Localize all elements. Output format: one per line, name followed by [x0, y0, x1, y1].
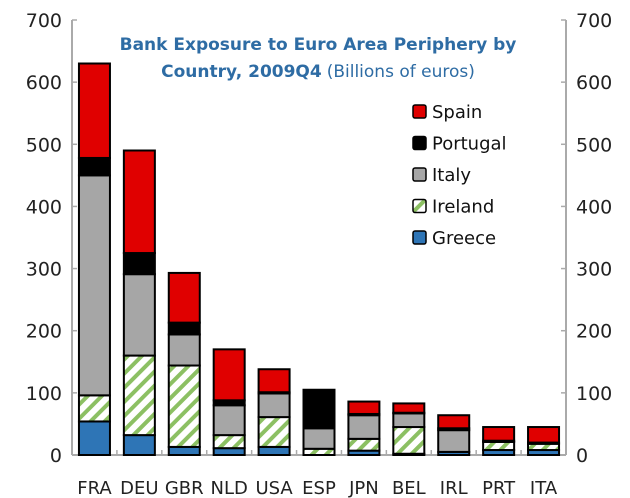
bar-segment-gbr-spain [167, 271, 201, 324]
bar-segment-gbr-portugal [167, 321, 201, 336]
bar-segment-fra-italy [77, 174, 111, 397]
bar-segment-gbr-greece [167, 445, 201, 456]
legend-label-spain: Spain [432, 102, 482, 123]
bars [77, 62, 561, 457]
x-tick-label: PRT [482, 478, 516, 498]
left-tick-label: 0 [50, 445, 62, 467]
legend-label-italy: Italy [432, 165, 471, 186]
bar-segment-deu-ireland [122, 354, 156, 437]
bar-segment-bel-italy [392, 412, 426, 429]
x-tick-label: USA [255, 478, 293, 498]
legend-swatch-greece [412, 230, 427, 245]
bar-segment-irl-italy [437, 429, 471, 453]
left-tick-label: 600 [26, 72, 62, 94]
legend-label-greece: Greece [432, 228, 496, 249]
bar-segment-jpn-ireland [347, 437, 381, 452]
left-tick-label: 400 [26, 196, 62, 218]
bar-segment-usa-italy [257, 392, 291, 419]
x-tick-label: NLD [211, 478, 248, 498]
chart-title-line1: Bank Exposure to Euro Area Periphery by [120, 35, 517, 55]
bar-segment-deu-portugal [122, 252, 156, 276]
right-tick-label: 600 [576, 72, 612, 94]
legend-swatch-italy [412, 167, 427, 182]
bar-segment-usa-greece [257, 445, 291, 456]
bar-segment-deu-italy [122, 273, 156, 357]
bar-segment-deu-greece [122, 434, 156, 457]
bar-segment-usa-spain [257, 368, 291, 394]
bar-segment-fra-portugal [77, 156, 111, 177]
bar-segment-usa-ireland [257, 416, 291, 448]
x-tick-label: ITA [530, 478, 558, 498]
right-tick-label: 700 [576, 10, 612, 32]
x-tick-label: ESP [302, 478, 336, 498]
bar-segment-fra-ireland [77, 394, 111, 423]
left-tick-label: 300 [26, 259, 62, 281]
x-tick-label: GBR [165, 478, 204, 498]
right-tick-label: 0 [576, 445, 588, 467]
bar-segment-nld-spain [212, 348, 246, 402]
left-tick-label: 700 [26, 10, 62, 32]
x-tick-label: DEU [120, 478, 158, 498]
chart-title-units: (Billions of euros) [327, 62, 475, 82]
right-tick-label: 300 [576, 259, 612, 281]
left-tick-label: 500 [26, 134, 62, 156]
bar-segment-deu-spain [122, 149, 156, 255]
x-tick-label: BEL [392, 478, 426, 498]
x-tick-label: FRA [77, 478, 112, 498]
bar-segment-fra-greece [77, 420, 111, 457]
bar-segment-bel-ireland [392, 426, 426, 455]
x-tick-label: IRL [440, 478, 468, 498]
bar-segment-nld-greece [212, 447, 246, 456]
left-tick-label: 100 [26, 383, 62, 405]
right-tick-label: 200 [576, 321, 612, 343]
legend: Spain Portugal Italy Ireland Greece [412, 102, 507, 249]
bar-segment-gbr-ireland [167, 364, 201, 448]
bar-segment-ita-spain [527, 426, 561, 444]
right-tick-label: 100 [576, 383, 612, 405]
bar-segment-fra-spain [77, 62, 111, 159]
bar-segment-jpn-italy [347, 414, 381, 440]
bar-segment-irl-spain [437, 414, 471, 430]
legend-label-ireland: Ireland [432, 197, 494, 218]
x-tick-label: JPN [348, 478, 379, 498]
legend-swatch-spain [412, 104, 427, 119]
bar-segment-nld-italy [212, 404, 246, 437]
chart-title-line2: Country, 2009Q4 (Billions of euros) [161, 62, 475, 82]
legend-label-portugal: Portugal [432, 134, 507, 155]
bar-segment-jpn-spain [347, 400, 381, 415]
bar-segment-esp-italy [302, 427, 336, 450]
bar-segment-bel-spain [392, 402, 426, 414]
right-tick-label: 400 [576, 196, 612, 218]
left-tick-label: 200 [26, 321, 62, 343]
bar-segment-prt-spain [482, 426, 516, 442]
legend-swatch-ireland [412, 198, 427, 214]
legend-swatch-portugal [412, 135, 427, 151]
right-tick-label: 500 [576, 134, 612, 156]
bar-segment-nld-ireland [212, 434, 246, 450]
bar-segment-esp-portugal [302, 388, 336, 430]
axes: 0 0 100 100 200 200 300 300 400 400 500 500 600 600 70… [26, 10, 613, 498]
chart-title-period: Country, 2009Q4 [161, 62, 322, 82]
bar-segment-gbr-italy [167, 333, 201, 367]
bar-segment-prt-ireland [482, 440, 516, 452]
